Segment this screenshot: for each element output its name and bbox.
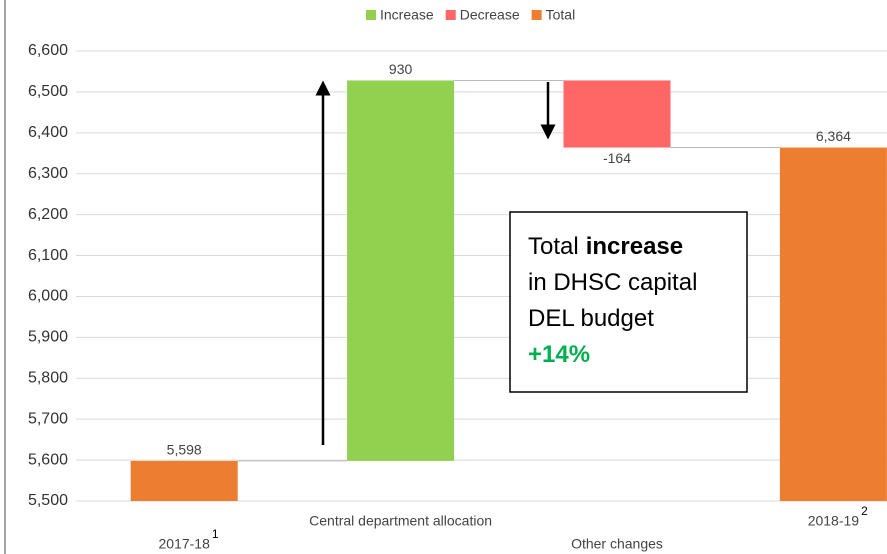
- y-tick-label: 5,900: [28, 329, 68, 346]
- y-tick-label: 6,000: [28, 288, 68, 305]
- y-tick-label: 6,200: [28, 206, 68, 223]
- bar: [779, 147, 887, 501]
- annotation: Total increase in DHSC capital DEL budget +1…: [528, 233, 697, 368]
- annotation-line: Total increase: [528, 233, 683, 260]
- bar: [130, 460, 238, 501]
- annotation-text: increase: [586, 233, 683, 260]
- value-label: -164: [603, 150, 631, 166]
- bar: [563, 80, 671, 148]
- y-tick-label: 5,700: [28, 410, 68, 427]
- category-note: 2: [861, 504, 868, 518]
- legend-swatch: [366, 10, 376, 20]
- legend-label: Total: [546, 7, 576, 23]
- annotation-line: DEL budget: [528, 305, 654, 332]
- legend-swatch: [531, 10, 542, 20]
- y-tick-label: 6,300: [28, 165, 68, 182]
- annotation-text: +14%: [528, 341, 590, 368]
- annotation-line: +14%: [528, 341, 590, 368]
- annotation-line: in DHSC capital: [528, 269, 697, 296]
- y-tick-label: 5,800: [28, 369, 68, 386]
- legend-label: Increase: [380, 7, 434, 23]
- category-note: 1: [212, 527, 219, 541]
- x-tick-label: 2018-19: [808, 513, 860, 529]
- x-tick-label: 2017-18: [159, 536, 211, 552]
- bars: 5,598 2017-181 930 Central department alloc…: [130, 61, 887, 552]
- y-tick-label: 5,600: [28, 451, 68, 468]
- bar: [347, 80, 455, 461]
- annotation-text: Total: [528, 233, 579, 260]
- y-tick-label: 5,500: [28, 492, 68, 509]
- y-tick-label: 6,100: [28, 247, 68, 264]
- value-label: 5,598: [167, 442, 202, 458]
- annotation-box: [509, 211, 748, 393]
- legend-label: Decrease: [460, 7, 520, 23]
- legend: Increase Decrease Total: [366, 7, 575, 23]
- legend-swatch: [445, 10, 456, 20]
- annotation-text: in DHSC capital: [528, 269, 697, 296]
- value-label: 6,364: [816, 128, 851, 144]
- value-label: 930: [389, 61, 413, 77]
- annotation-text: DEL budget: [528, 305, 654, 332]
- y-tick-label: 6,500: [28, 83, 68, 100]
- x-tick-label: Other changes: [571, 536, 663, 552]
- y-tick-label: 6,400: [28, 124, 68, 141]
- y-tick-label: 6,600: [28, 42, 68, 59]
- x-tick-label: Central department allocation: [309, 513, 492, 529]
- grid: 5,500 5,600 5,700 5,800 5,900 6,000 6,100 6,200…: [28, 42, 887, 509]
